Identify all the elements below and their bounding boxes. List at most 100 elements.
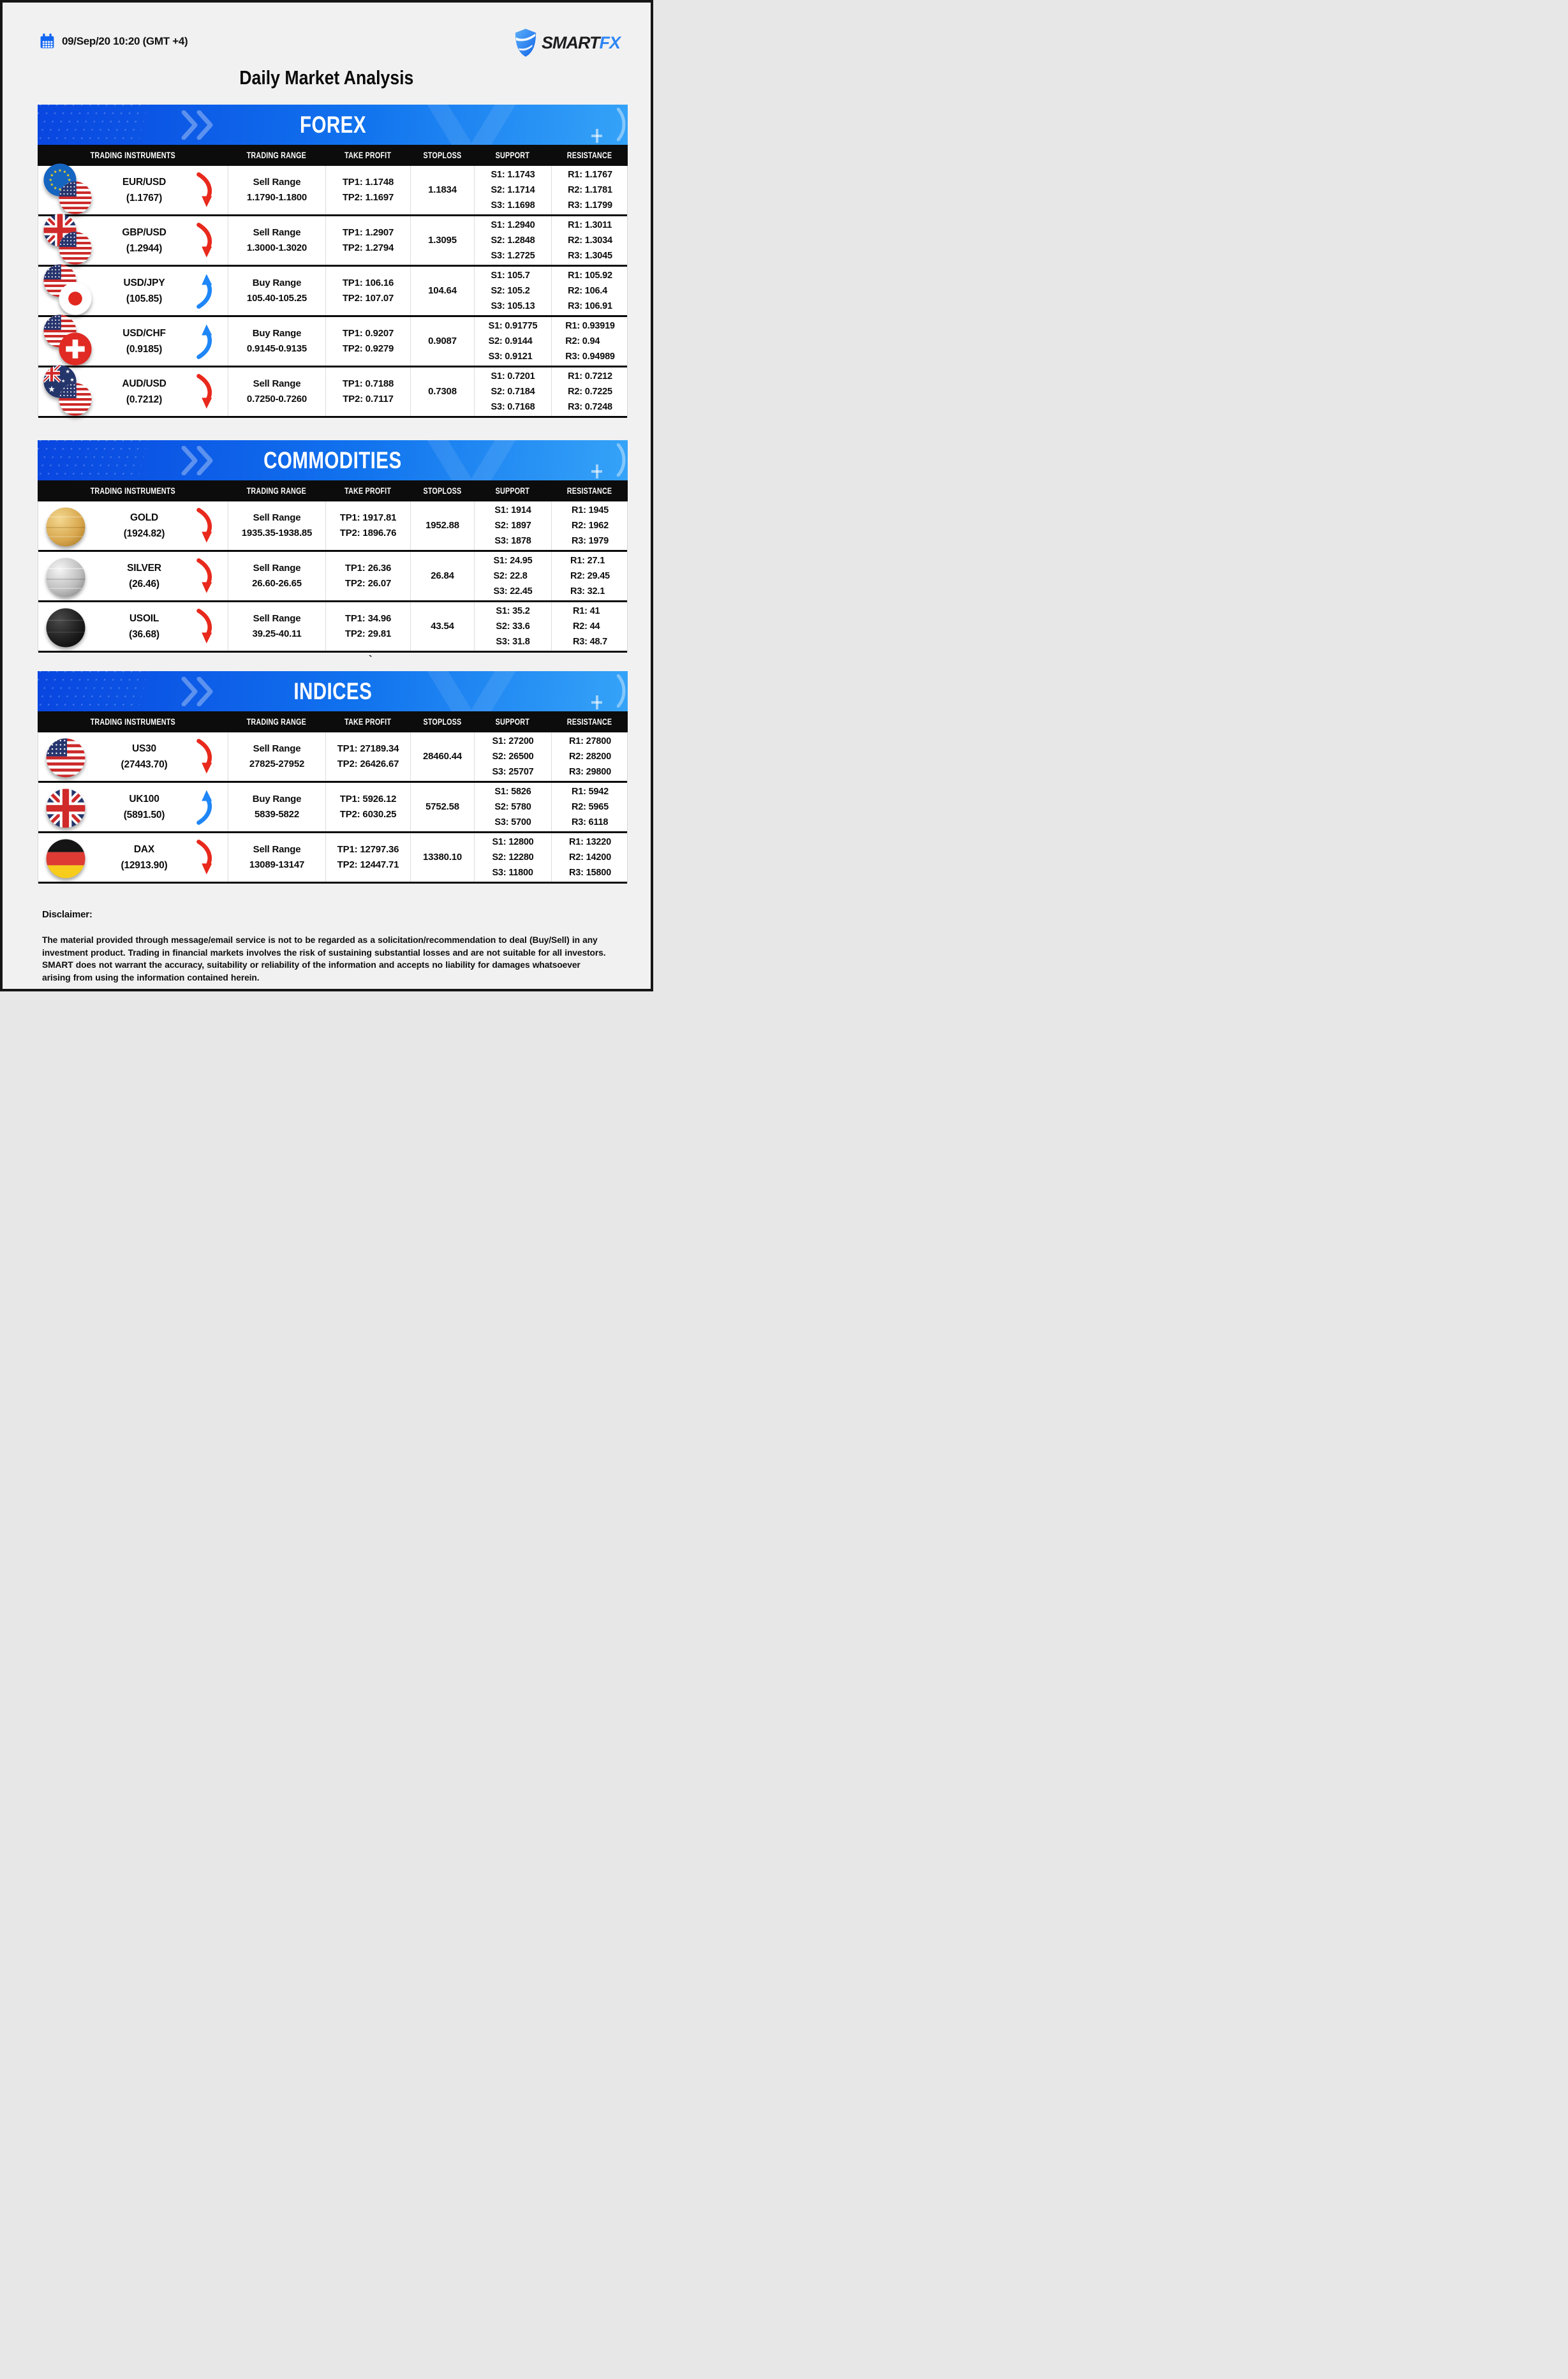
column-header-row: TRADING INSTRUMENTS TRADING RANGE TAKE PRO… [38,711,628,732]
column-header: TAKE PROFIT [344,717,391,727]
instrument-price: (0.9185) [126,344,163,355]
instrument-row: USD/JPY (105.85) Buy Range 105.40-105.25… [38,264,628,317]
trading-range-cell: Buy Range 105.40-105.25 [228,267,326,315]
stoploss-value: 1952.88 [425,520,459,531]
v-watermark [427,105,516,145]
range-value: 39.25-40.11 [252,628,302,639]
support-2: S2: 105.2 [491,286,530,296]
instrument-name: USOIL [129,613,159,624]
resistance-cell: R1: 1.1767 R2: 1.1781 R3: 1.1799 [552,166,628,214]
range-label: Sell Range [253,512,301,523]
instrument-price: (105.85) [126,293,163,304]
daily-market-analysis-report: 09/Sep/20 10:20 (GMT +4) SMARTFX Daily M… [0,0,653,991]
resistance-cell: R1: 1.3011 R2: 1.3034 R3: 1.3045 [552,216,628,265]
range-value: 1.1790-1.1800 [246,192,307,203]
trend-down-icon [196,223,212,258]
stoploss-value: 28460.44 [423,751,462,762]
section-banner: COMMODITIES [38,440,628,480]
take-profit-cell: TP1: 26.36 TP2: 26.07 [326,552,411,600]
arc-icon [617,674,626,708]
instrument-price: (1924.82) [123,528,165,539]
range-label: Sell Range [253,227,301,238]
tp-1: TP1: 27189.34 [337,743,399,754]
stoploss-cell: 0.9087 [411,317,475,366]
instrument-icon-stack [43,503,97,551]
instrument-name: DAX [133,844,155,855]
stoploss-cell: 1952.88 [411,501,475,550]
trend-up-icon [196,790,212,825]
instrument-price: (0.7212) [126,394,163,405]
trading-range-cell: Sell Range 13089-13147 [228,833,326,882]
range-label: Buy Range [252,278,302,288]
support-1: S1: 1.2940 [491,220,535,230]
tp-1: TP1: 34.96 [344,613,392,624]
disclaimer: Disclaimer: The material provided throug… [42,909,611,984]
support-2: S2: 12280 [492,852,534,863]
column-header: TRADING RANGE [246,486,307,496]
plus-icon [591,695,602,709]
range-value: 1.3000-1.3020 [246,242,307,253]
resistance-1: R1: 13220 [569,837,611,847]
resistance-cell: R1: 1945 R2: 1962 R3: 1979 [552,501,628,550]
support-1: S1: 24.95 [493,556,533,566]
trading-range-cell: Sell Range 0.7250-0.7260 [228,367,326,416]
stoploss-cell: 1.1834 [411,166,475,214]
resistance-cell: R1: 27.1 R2: 29.45 R3: 32.1 [552,552,628,600]
instrument-price: (12913.90) [121,860,168,871]
plus-icon [591,464,602,478]
section-forex: FOREX TRADING INSTRUMENTS TRADING RANGE TA… [38,105,628,418]
range-label: Buy Range [252,328,302,339]
take-profit-cell: TP1: 12797.36 TP2: 12447.71 [326,833,411,882]
shield-logo-icon [515,29,536,57]
support-2: S2: 0.9144 [488,336,533,346]
instrument-icon-stack [43,365,97,417]
support-3: S3: 1878 [494,536,531,546]
support-2: S2: 1.1714 [491,185,535,195]
tp-1: TP1: 1917.81 [339,512,397,523]
instrument-name: GOLD [130,512,158,523]
instrument-row: USOIL (36.68) Sell Range 39.25-40.11 TP1… [38,602,627,653]
stoploss-cell: 104.64 [411,267,475,315]
support-2: S2: 5780 [494,802,531,812]
trend-down-icon [196,609,212,644]
instrument-name: USD/JPY [123,278,165,288]
support-2: S2: 0.7184 [491,387,535,397]
instrument-price: (1.2944) [126,243,163,254]
resistance-3: R3: 1.1799 [568,200,612,211]
section-table: GOLD (1924.82) Sell Range 1935.35-1938.8… [38,501,628,653]
support-2: S2: 1.2848 [491,235,535,246]
stoploss-cell: 28460.44 [411,732,475,781]
support-3: S3: 1.1698 [491,200,535,211]
report-datetime: 09/Sep/20 10:20 (GMT +4) [62,34,188,47]
resistance-cell: R1: 105.92 R2: 106.4 R3: 106.91 [552,267,628,315]
instrument-price: (1.1767) [126,193,163,204]
instrument-row: GOLD (1924.82) Sell Range 1935.35-1938.8… [38,501,627,552]
support-3: S3: 0.7168 [491,402,535,412]
instrument-price: (5891.50) [123,810,165,820]
support-1: S1: 5826 [494,787,531,797]
trend-down-icon [196,739,212,774]
stoploss-cell: 1.3095 [411,216,475,265]
resistance-2: R2: 29.45 [570,571,610,581]
arc-icon [617,443,626,477]
instrument-icon-stack [43,734,97,782]
stoploss-value: 0.9087 [428,336,457,346]
range-label: Sell Range [253,177,301,188]
instrument-icon-stack [43,214,97,265]
instrument-icon-stack [43,784,97,832]
tp-2: TP2: 26426.67 [337,759,399,769]
resistance-3: R3: 1979 [571,536,609,546]
instrument-icon-stack [43,834,97,882]
stoploss-cell: 43.54 [411,602,475,651]
resistance-2: R2: 1.1781 [568,185,612,195]
support-1: S1: 1914 [494,505,531,515]
section-title: INDICES [293,678,372,704]
instrument-name: GBP/USD [122,227,166,238]
trend-down-icon [196,840,212,875]
resistance-2: R2: 1962 [571,521,609,531]
stoploss-value: 13380.10 [423,852,462,863]
instrument-cell: USOIL (36.68) [38,602,228,651]
instrument-name: EUR/USD [122,177,166,188]
tp-2: TP2: 6030.25 [339,809,397,820]
stoploss-cell: 13380.10 [411,833,475,882]
